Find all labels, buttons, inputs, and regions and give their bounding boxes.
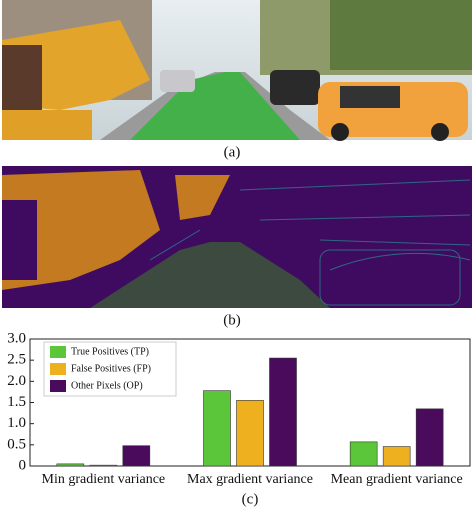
bar — [89, 464, 118, 467]
legend-label: True Positives (TP) — [71, 346, 149, 357]
legend-swatch — [50, 380, 66, 392]
legend-swatch — [50, 363, 66, 375]
y-tick-label: 2.5 — [7, 352, 26, 368]
bar — [56, 463, 85, 467]
caption: (a) — [224, 144, 241, 160]
bar — [349, 441, 378, 467]
y-tick-label: 0 — [19, 457, 27, 473]
bar — [236, 400, 264, 467]
y-tick-label: 1.5 — [7, 394, 26, 410]
bar — [415, 408, 444, 467]
bar — [269, 357, 297, 467]
bar — [122, 445, 151, 467]
y-tick-label: 0.5 — [7, 436, 26, 452]
bar — [203, 390, 231, 467]
legend: True Positives (TP) False Positives (FP) O… — [43, 341, 177, 397]
photo-a — [2, 0, 472, 141]
feature-map-b — [2, 166, 472, 308]
bar — [382, 446, 411, 467]
y-tick-label: 3.0 — [7, 330, 26, 346]
legend-label: False Positives (FP) — [71, 363, 151, 374]
x-tick-label: Min gradient variance — [42, 472, 166, 487]
x-tick-label: Mean gradient variance — [331, 472, 463, 487]
y-tick-label: 2.0 — [7, 373, 26, 389]
legend-swatch — [50, 346, 66, 358]
legend-label: Other Pixels (OP) — [71, 380, 143, 391]
y-tick-label: 1.0 — [7, 415, 26, 431]
caption: (c) — [242, 491, 259, 507]
x-tick-label: Max gradient variance — [187, 472, 313, 487]
caption: (b) — [223, 312, 241, 328]
